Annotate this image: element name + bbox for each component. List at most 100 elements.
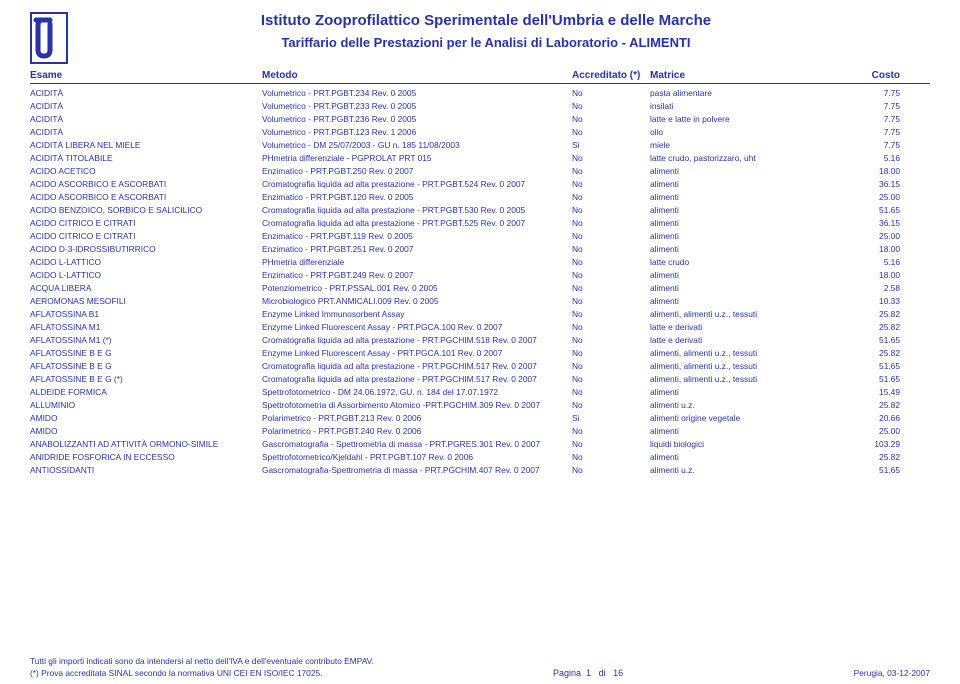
cell-metodo: PHmetria differenziale [262,256,572,269]
cell-metodo: Cromatografia liquida ad alta prestazion… [262,360,572,373]
header-esame: Esame [30,70,262,81]
cell-costo: 25.00 [850,230,900,243]
table-row: ANTIOSSIDANTIGascromatografia-Spettromet… [30,464,930,477]
cell-costo: 20.66 [850,412,900,425]
cell-accreditato: No [572,113,650,126]
page-indicator: Pagina 1 di 16 [322,668,853,678]
cell-esame: AFLATOSSINA M1 [30,321,262,334]
cell-costo: 15.49 [850,386,900,399]
cell-esame: AMIDO [30,412,262,425]
cell-metodo: Enzimatico - PRT.PGBT.249 Rev. 0 2007 [262,269,572,282]
cell-esame: ACIDO D-3-IDROSSIBUTIRRICO [30,243,262,256]
page-total: 16 [613,668,623,678]
cell-matrice: alimenti [650,230,850,243]
cell-accreditato: No [572,243,650,256]
cell-matrice: latte crudo, pastorizzaro, uht [650,152,850,165]
cell-accreditato: No [572,100,650,113]
header-accreditato: Accreditato (*) [572,70,650,81]
cell-matrice: alimenti [650,451,850,464]
cell-metodo: Microbiologico PRT.ANMICALI.009 Rev. 0 2… [262,295,572,308]
organization-title: Istituto Zooprofilattico Sperimentale de… [92,12,880,29]
cell-esame: ACIDO CITRICO E CITRATI [30,230,262,243]
cell-matrice: alimenti u.z. [650,464,850,477]
table-row: ACIDO L-LATTICOEnzimatico - PRT.PGBT.249… [30,269,930,282]
cell-metodo: Gascromatografia - Spettrometria di mass… [262,438,572,451]
cell-matrice: alimenti [650,386,850,399]
cell-matrice: alimenti u.z. [650,399,850,412]
cell-costo: 103.29 [850,438,900,451]
table-row: ACIDO ACETICOEnzimatico - PRT.PGBT.250 R… [30,165,930,178]
cell-accreditato: No [572,165,650,178]
cell-esame: AMIDO [30,425,262,438]
table-row: ACIDITÀVolumetrico - PRT.PGBT.123 Rev. 1… [30,126,930,139]
report-page: Istituto Zooprofilattico Sperimentale de… [0,0,960,485]
cell-metodo: Enzyme Linked Fluorescent Assay - PRT.PG… [262,347,572,360]
table-row: ACIDO BENZOICO, SORBICO E SALICILICOCrom… [30,204,930,217]
cell-esame: ANIDRIDE FOSFORICA IN ECCESSO [30,451,262,464]
table-row: ANIDRIDE FOSFORICA IN ECCESSOSpettrofoto… [30,451,930,464]
cell-esame: ALLUMINIO [30,399,262,412]
cell-matrice: alimenti, alimenti u.z., tessuti [650,360,850,373]
page-current: 1 [586,668,591,678]
cell-costo: 25.82 [850,451,900,464]
cell-esame: AFLATOSSINA M1 (*) [30,334,262,347]
cell-metodo: Volumetrico - PRT.PGBT.233 Rev. 0 2005 [262,100,572,113]
cell-accreditato: No [572,269,650,282]
cell-esame: ALDEIDE FORMICA [30,386,262,399]
cell-accreditato: No [572,451,650,464]
cell-metodo: Enzyme Linked Immunosorbent Assay [262,308,572,321]
cell-accreditato: No [572,373,650,386]
cell-esame: AFLATOSSINE B E G [30,347,262,360]
column-headers: Esame Metodo Accreditato (*) Matrice Cos… [30,70,930,84]
table-row: AMIDOPolarimetrico - PRT.PGBT.213 Rev. 0… [30,412,930,425]
cell-accreditato: No [572,360,650,373]
cell-matrice: alimenti, alimenti u.z., tessuti [650,373,850,386]
cell-esame: ACIDO L-LATTICO [30,256,262,269]
table-row: ANABOLIZZANTI AD ATTIVITÀ ORMONO-SIMILEG… [30,438,930,451]
cell-costo: 18.00 [850,165,900,178]
cell-esame: ACIDO ASCORBICO E ASCORBATI [30,178,262,191]
cell-costo: 5.16 [850,256,900,269]
cell-matrice: liquidi biologici [650,438,850,451]
cell-metodo: Spettrofotometrico/Kjeldahl - PRT.PGBT.1… [262,451,572,464]
cell-costo: 25.00 [850,191,900,204]
data-rows: ACIDITÀVolumetrico - PRT.PGBT.234 Rev. 0… [30,87,930,477]
cell-metodo: Cromatografia liquida ad alta prestazion… [262,373,572,386]
cell-accreditato: No [572,386,650,399]
table-row: AFLATOSSINE B E GCromatografia liquida a… [30,360,930,373]
cell-matrice: alimenti [650,269,850,282]
cell-costo: 36.15 [850,217,900,230]
cell-esame: ACIDITÀ [30,87,262,100]
table-row: ALLUMINIOSpettrofotometria di Assorbimen… [30,399,930,412]
cell-esame: ACIDO CITRICO E CITRATI [30,217,262,230]
cell-matrice: alimenti [650,178,850,191]
cell-matrice: alimenti [650,165,850,178]
cell-costo: 7.75 [850,100,900,113]
page-prefix: Pagina [553,668,581,678]
cell-accreditato: No [572,87,650,100]
cell-matrice: alimenti [650,295,850,308]
cell-esame: ANTIOSSIDANTI [30,464,262,477]
header-metodo: Metodo [262,70,572,81]
cell-esame: ACIDITÀ [30,100,262,113]
table-row: ACIDO CITRICO E CITRATIEnzimatico - PRT.… [30,230,930,243]
cell-costo: 25.82 [850,308,900,321]
cell-accreditato: No [572,217,650,230]
table-row: AFLATOSSINE B E G (*)Cromatografia liqui… [30,373,930,386]
cell-costo: 51.65 [850,360,900,373]
cell-metodo: Polarimetrico - PRT.PGBT.213 Rev. 0 2006 [262,412,572,425]
table-row: ALDEIDE FORMICASpettrofotometrico - DM 2… [30,386,930,399]
cell-costo: 51.65 [850,373,900,386]
cell-costo: 7.75 [850,113,900,126]
cell-matrice: alimenti, alimenti u.z., tessuti [650,347,850,360]
table-row: ACIDO ASCORBICO E ASCORBATIEnzimatico - … [30,191,930,204]
cell-matrice: alimenti origine vegetale [650,412,850,425]
cell-accreditato: No [572,464,650,477]
cell-matrice: alimenti [650,282,850,295]
table-row: AMIDOPolarimetrico - PRT.PGBT.240 Rev. 0… [30,425,930,438]
cell-accreditato: No [572,204,650,217]
cell-costo: 36.15 [850,178,900,191]
cell-esame: ANABOLIZZANTI AD ATTIVITÀ ORMONO-SIMILE [30,438,262,451]
date-location: Perugia, 03-12-2007 [854,668,930,678]
org-logo [30,12,68,64]
